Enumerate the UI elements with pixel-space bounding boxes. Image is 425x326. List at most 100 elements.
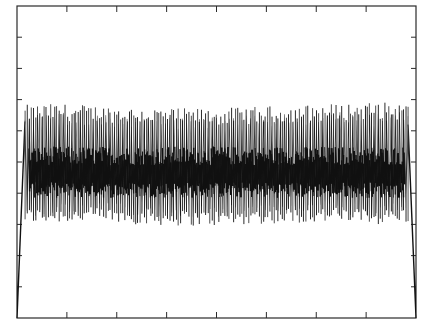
core-stroke xyxy=(38,151,41,193)
core-stroke xyxy=(211,157,214,188)
core-stroke xyxy=(173,160,176,184)
core-stroke xyxy=(336,162,339,190)
core-stroke xyxy=(389,162,392,186)
core-stroke xyxy=(164,156,167,184)
core-stroke xyxy=(381,152,384,184)
core-stroke xyxy=(101,160,104,191)
core-stroke xyxy=(342,155,345,187)
ramp-down xyxy=(407,124,417,319)
core-stroke xyxy=(185,150,188,196)
core-stroke xyxy=(293,163,296,193)
core-stroke xyxy=(281,148,284,190)
core-stroke xyxy=(28,148,31,192)
core-stroke xyxy=(368,160,371,183)
core-stroke xyxy=(345,163,347,197)
core-stroke xyxy=(305,146,308,194)
core-stroke xyxy=(377,153,380,186)
core-stroke xyxy=(246,152,248,188)
core-stroke xyxy=(34,150,37,183)
core-stroke xyxy=(151,156,154,197)
core-stroke xyxy=(96,151,98,194)
core-stroke xyxy=(349,147,352,189)
core-stroke xyxy=(236,154,239,188)
core-stroke xyxy=(387,164,390,195)
core-stroke xyxy=(41,156,44,192)
core-stroke xyxy=(113,159,116,186)
core-stroke xyxy=(291,165,294,192)
core-stroke xyxy=(208,160,211,185)
core-stroke xyxy=(136,161,139,186)
core-stroke xyxy=(348,164,351,188)
core-stroke xyxy=(322,158,325,189)
core-stroke xyxy=(126,148,129,189)
core-stroke xyxy=(156,149,159,187)
core-stroke xyxy=(93,163,96,197)
core-stroke xyxy=(394,148,396,195)
core-stroke xyxy=(385,149,388,186)
core-stroke xyxy=(234,147,237,186)
core-stroke xyxy=(357,161,360,184)
core-stroke xyxy=(399,164,402,193)
core-stroke xyxy=(100,153,103,195)
core-stroke xyxy=(148,155,151,185)
core-stroke xyxy=(395,164,397,186)
core-stroke xyxy=(92,160,95,193)
core-stroke xyxy=(207,163,210,190)
core-stroke xyxy=(32,151,35,185)
core-stroke xyxy=(202,157,205,190)
core-stroke xyxy=(140,155,143,189)
core-stroke xyxy=(271,154,273,192)
core-stroke xyxy=(62,152,65,193)
core-stroke xyxy=(42,160,45,192)
core-stroke xyxy=(326,161,329,192)
core-stroke xyxy=(250,161,253,198)
core-stroke xyxy=(352,147,355,192)
core-stroke xyxy=(161,147,164,186)
core-stroke xyxy=(373,149,376,188)
core-stroke xyxy=(193,159,196,194)
core-stroke xyxy=(196,162,198,186)
core-stroke xyxy=(309,148,312,190)
core-stroke xyxy=(189,152,192,187)
core-stroke xyxy=(266,154,269,186)
core-stroke xyxy=(220,154,222,197)
core-stroke xyxy=(379,156,382,195)
core-stroke xyxy=(288,157,291,185)
core-stroke xyxy=(338,149,341,190)
core-stroke xyxy=(97,152,99,193)
core-stroke xyxy=(199,164,202,192)
core-stroke xyxy=(134,152,137,193)
core-stroke xyxy=(139,164,142,189)
core-stroke xyxy=(249,152,252,192)
core-stroke xyxy=(81,163,84,185)
core-stroke xyxy=(306,148,309,184)
core-stroke xyxy=(328,147,331,185)
core-stroke xyxy=(327,162,330,191)
core-stroke xyxy=(255,155,258,185)
ramp-up xyxy=(16,121,26,319)
core-stroke xyxy=(83,150,86,186)
core-stroke xyxy=(262,147,265,197)
core-stroke xyxy=(177,158,180,189)
core-stroke xyxy=(87,147,90,197)
core-stroke xyxy=(287,160,290,197)
core-stroke xyxy=(58,158,61,188)
core-stroke xyxy=(238,163,241,191)
core-stroke xyxy=(317,154,320,185)
core-stroke xyxy=(242,153,245,188)
core-stroke xyxy=(44,158,47,187)
core-stroke xyxy=(339,164,342,193)
core-stroke xyxy=(30,159,33,185)
signal-trace xyxy=(24,112,409,218)
core-stroke xyxy=(50,148,53,183)
core-stroke xyxy=(160,163,163,194)
core-stroke xyxy=(143,149,146,193)
core-stroke xyxy=(334,147,337,194)
core-stroke xyxy=(215,151,218,184)
core-stroke xyxy=(332,152,335,186)
core-stroke xyxy=(117,164,120,187)
core-stroke xyxy=(54,147,57,183)
core-stroke xyxy=(138,156,141,197)
